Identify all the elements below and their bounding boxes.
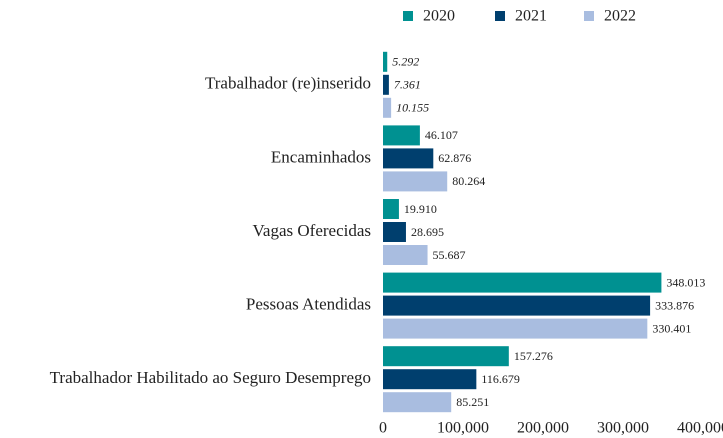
- value-label: 5.292: [392, 55, 419, 69]
- x-tick-label: 100,000: [437, 420, 489, 437]
- bar: [383, 74, 389, 95]
- category-label: Trabalhador (re)inserido: [205, 74, 371, 93]
- bar: [383, 222, 406, 242]
- x-tick-label: 200,000: [517, 420, 569, 437]
- value-label: 116.679: [481, 372, 520, 386]
- value-label: 19.910: [404, 202, 437, 216]
- value-label: 330.401: [652, 321, 691, 335]
- bar: [383, 148, 434, 169]
- bar: [383, 369, 477, 390]
- x-tick-label: 0: [379, 420, 387, 437]
- bar: [383, 171, 448, 192]
- value-label: 7.361: [394, 78, 421, 92]
- category-label: Trabalhador Habilitado ao Seguro Desempr…: [50, 368, 371, 387]
- legend-swatch: [403, 11, 413, 21]
- value-label: 46.107: [425, 128, 458, 142]
- bar: [383, 97, 392, 118]
- x-tick-label: 300,000: [597, 420, 649, 437]
- value-label: 348.013: [666, 275, 705, 289]
- bar: [383, 51, 388, 72]
- bar: [383, 392, 452, 413]
- bar: [383, 318, 648, 339]
- legend-swatch: [495, 11, 505, 21]
- value-label: 62.876: [438, 151, 471, 165]
- value-label: 157.276: [514, 349, 553, 363]
- bar: [383, 346, 509, 367]
- legend-label: 2020: [423, 8, 455, 25]
- x-tick-label: 400,000: [677, 420, 723, 437]
- bar: [383, 295, 651, 316]
- value-label: 10.155: [396, 101, 429, 115]
- legend-label: 2022: [604, 8, 636, 25]
- value-label: 28.695: [411, 225, 444, 239]
- value-label: 55.687: [433, 248, 466, 262]
- bar: [383, 272, 662, 293]
- value-label: 333.876: [655, 298, 694, 312]
- value-label: 85.251: [456, 395, 489, 409]
- bar: [383, 245, 428, 265]
- category-label: Pessoas Atendidas: [246, 295, 371, 314]
- legend-label: 2021: [515, 8, 547, 25]
- legend-swatch: [584, 11, 594, 21]
- bar: [383, 199, 399, 219]
- category-label: Encaminhados: [271, 147, 371, 166]
- value-label: 80.264: [452, 174, 485, 188]
- bar: [383, 125, 420, 146]
- category-label: Vagas Oferecidas: [253, 221, 371, 240]
